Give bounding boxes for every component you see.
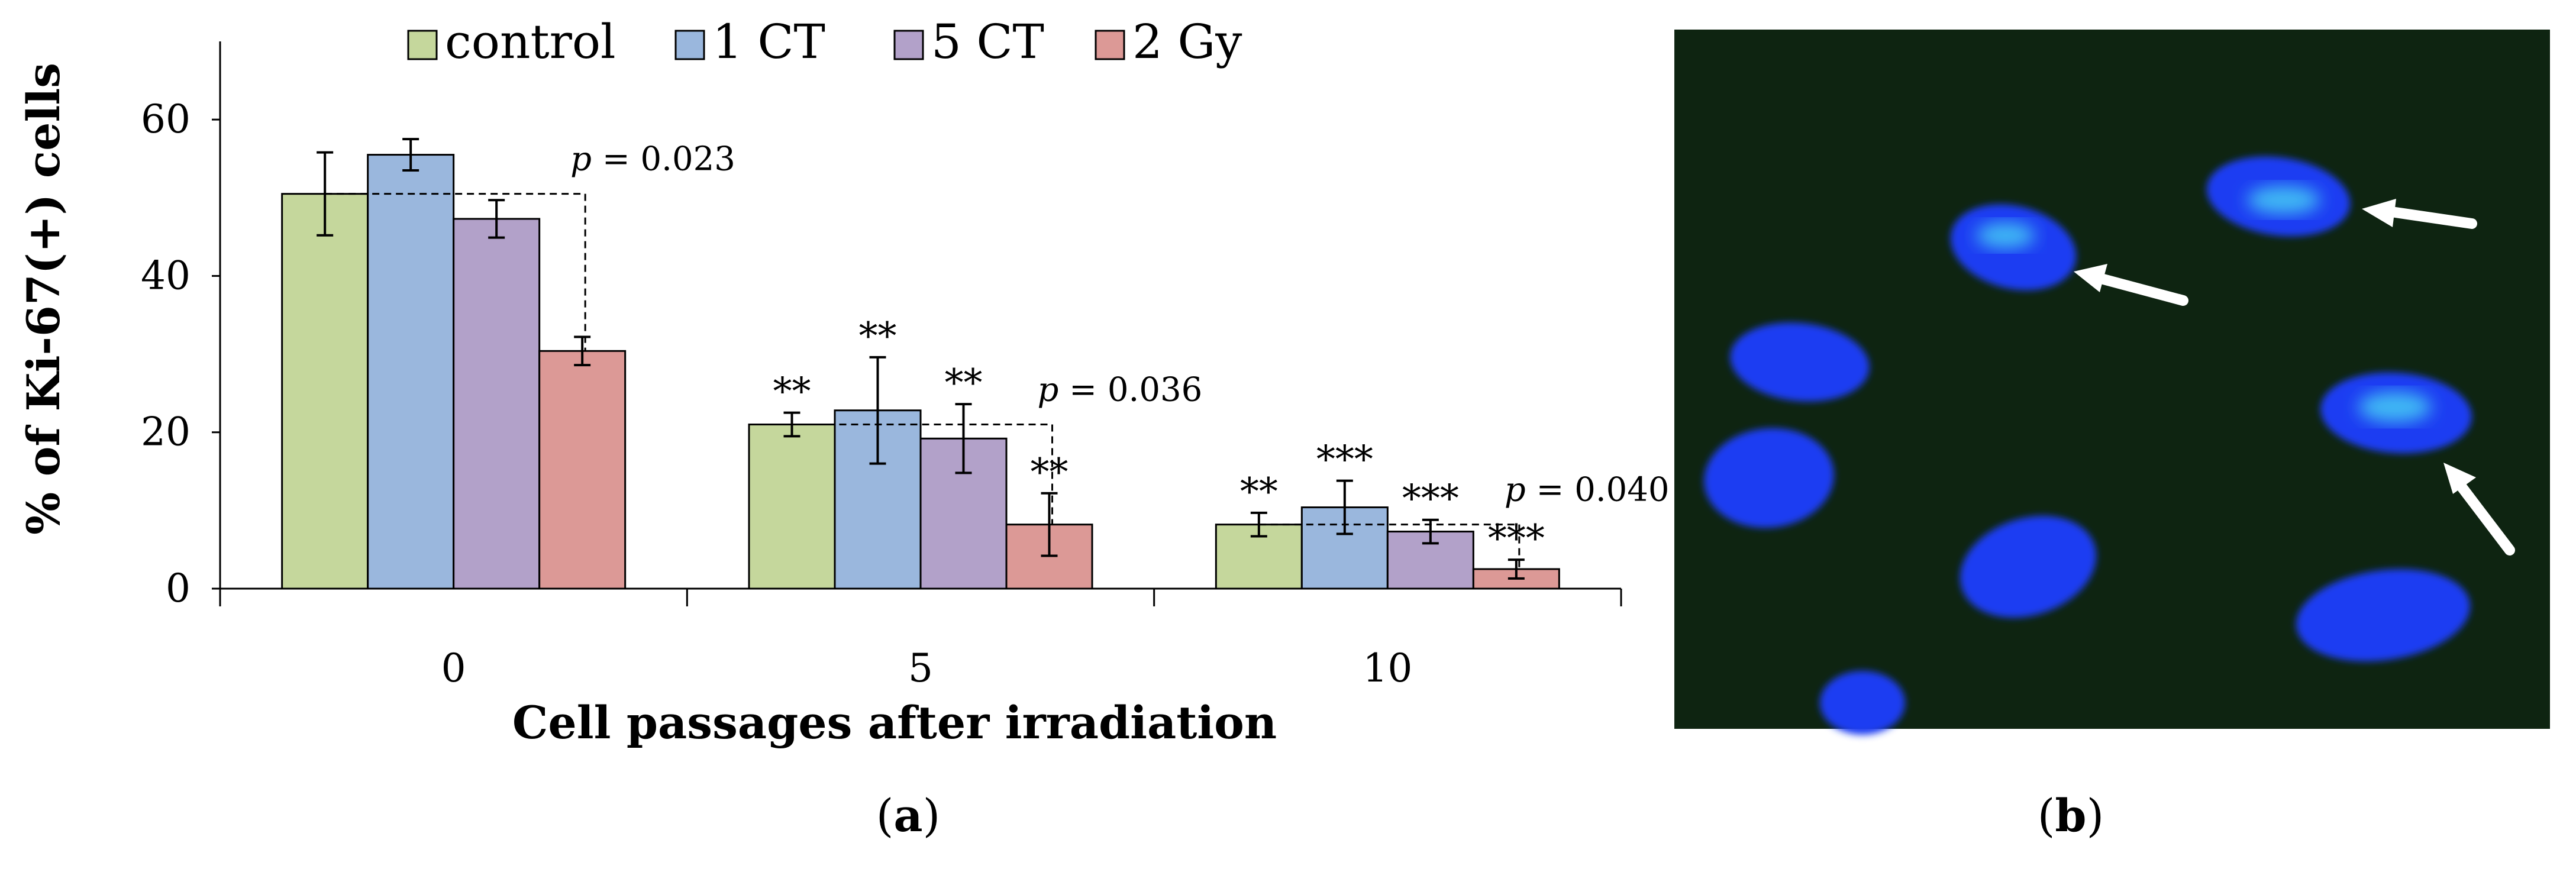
- p-value-text: = 0.023: [592, 140, 735, 179]
- x-tick-label: 10: [1363, 645, 1412, 691]
- significance-label: ***: [1488, 517, 1545, 561]
- legend-swatch: [674, 30, 705, 60]
- p-value-label: p = 0.036: [1038, 371, 1203, 409]
- p-value-label: p = 0.040: [1505, 471, 1670, 509]
- legend-swatch: [407, 30, 438, 60]
- nucleus: [1960, 515, 2097, 618]
- x-tick-label: 0: [441, 645, 466, 691]
- significance-label: ***: [1316, 438, 1373, 482]
- arrow-icon: [2362, 199, 2477, 229]
- significance-label: **: [859, 315, 897, 359]
- bar-5-ct: [453, 218, 541, 590]
- p-symbol: p: [570, 140, 592, 179]
- panel-label-b: (b): [2038, 789, 2104, 842]
- bar-control: [748, 424, 836, 590]
- arrow-icon: [2443, 463, 2515, 556]
- microscopy-image: [1674, 30, 2550, 735]
- legend-label: 2 Gy: [1132, 14, 1242, 69]
- nucleus: [1730, 322, 1870, 402]
- legend-swatch: [1095, 30, 1125, 60]
- panel-label-a: (a): [876, 789, 941, 842]
- legend-label: 1 CT: [712, 14, 825, 69]
- x-axis-title: Cell passages after irradiation: [512, 696, 1277, 749]
- nucleus-ki67-signal: [1976, 222, 2035, 248]
- significance-label: ***: [1402, 477, 1459, 521]
- nucleus-ki67-signal: [2247, 186, 2320, 214]
- nucleus: [1820, 671, 1905, 735]
- significance-label: **: [1031, 451, 1069, 495]
- p-value-bracket: [792, 424, 1053, 525]
- arrows: [2074, 199, 2515, 556]
- legend: control 1 CT 5 CT 2 Gy: [407, 14, 1242, 69]
- p-symbol: p: [1505, 471, 1526, 509]
- y-tick-label: 60: [141, 96, 191, 142]
- p-value-text: = 0.036: [1058, 371, 1202, 409]
- legend-label: control: [445, 14, 616, 69]
- y-tick-label: 20: [141, 409, 191, 455]
- p-value-text: = 0.040: [1526, 471, 1670, 509]
- panel-label-b-letter: b: [2055, 789, 2086, 842]
- p-value-label: p = 0.023: [570, 140, 735, 179]
- p-symbol: p: [1038, 371, 1059, 409]
- legend-label: 5 CT: [931, 14, 1044, 69]
- p-value-bracket: [1258, 524, 1521, 569]
- bar-1-ct: [367, 154, 455, 590]
- legend-swatch: [893, 30, 924, 60]
- bar-control: [281, 193, 369, 590]
- panel-label-a-letter: a: [893, 789, 922, 842]
- nucleus-ki67-signal: [2358, 392, 2432, 422]
- y-tick-label: 40: [141, 253, 191, 298]
- axes-layer: 0 20 40 60 0 5 10: [141, 41, 1622, 691]
- significance-label: **: [945, 361, 983, 405]
- nuclei: [1704, 156, 2472, 735]
- significance-label: **: [1240, 470, 1278, 514]
- arrow-icon: [2074, 264, 2188, 306]
- nucleus: [1704, 428, 1834, 528]
- significance-label: **: [773, 370, 811, 414]
- y-axis-title: % of Ki-67(+) cells: [17, 63, 70, 535]
- bar-2-gy: [538, 350, 627, 590]
- p-value-bracket: [325, 193, 586, 351]
- x-tick-label: 5: [908, 645, 933, 691]
- y-tick-label: 0: [166, 566, 191, 611]
- nucleus: [2296, 569, 2470, 662]
- significance-layer: *******************: [773, 315, 1545, 561]
